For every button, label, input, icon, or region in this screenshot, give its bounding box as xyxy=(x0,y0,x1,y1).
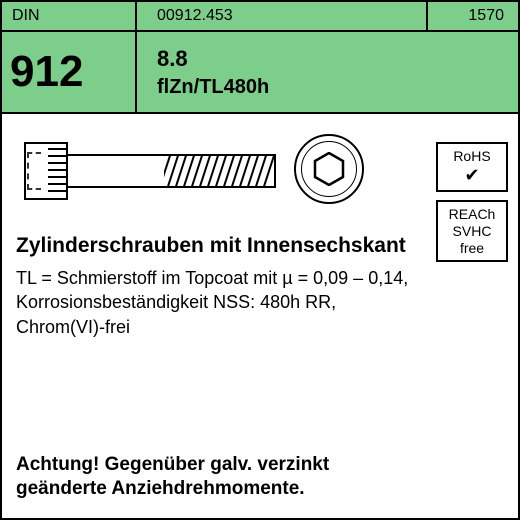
strength-grade: 8.8 xyxy=(157,46,518,72)
socket-depth-bracket-icon xyxy=(27,152,41,190)
header-right-block: 00912.453 1570 8.8 flZn/TL480h xyxy=(137,2,518,112)
warning-line-1: Achtung! Gegenüber galv. verzinkt xyxy=(16,453,504,478)
standard-label: DIN xyxy=(2,2,135,32)
bolt-head xyxy=(24,142,68,200)
bolt-thread xyxy=(164,154,276,188)
reach-line1: REACh xyxy=(444,206,500,223)
reach-badge: REACh SVHC free xyxy=(436,200,508,262)
product-description: TL = Schmierstoff im Topcoat mit µ = 0,0… xyxy=(16,266,504,339)
rohs-label: RoHS xyxy=(444,148,500,165)
rohs-badge: RoHS ✔ xyxy=(436,142,508,192)
right-code: 1570 xyxy=(428,2,518,30)
desc-line-1: TL = Schmierstoff im Topcoat mit µ = 0,0… xyxy=(16,266,504,290)
socket-lines-icon xyxy=(48,148,66,197)
warning-note: Achtung! Gegenüber galv. verzinkt geände… xyxy=(16,453,504,502)
head-outline-icon xyxy=(294,134,364,204)
hex-socket-icon xyxy=(312,152,346,186)
product-title: Zylinderschrauben mit Innensechskant xyxy=(16,234,406,258)
reach-line2: SVHC xyxy=(444,223,500,240)
header-left-block: DIN 912 xyxy=(2,2,137,112)
check-icon: ✔ xyxy=(444,165,500,187)
warning-line-2: geänderte Anziehdrehmomente. xyxy=(16,477,504,502)
desc-line-3: Chrom(VI)-frei xyxy=(16,315,504,339)
reach-line3: free xyxy=(444,240,500,257)
spec-card: DIN 912 00912.453 1570 8.8 flZn/TL480h xyxy=(0,0,520,520)
surface-finish: flZn/TL480h xyxy=(157,76,518,99)
bolt-end-view xyxy=(294,134,364,204)
standard-number: 912 xyxy=(2,32,135,112)
header-band: DIN 912 00912.453 1570 8.8 flZn/TL480h xyxy=(2,2,518,114)
header-top-row: 00912.453 1570 xyxy=(137,2,518,32)
desc-line-2: Korrosionsbeständigkeit NSS: 480h RR, xyxy=(16,290,504,314)
article-number: 00912.453 xyxy=(137,2,428,30)
header-spec-block: 8.8 flZn/TL480h xyxy=(137,32,518,112)
